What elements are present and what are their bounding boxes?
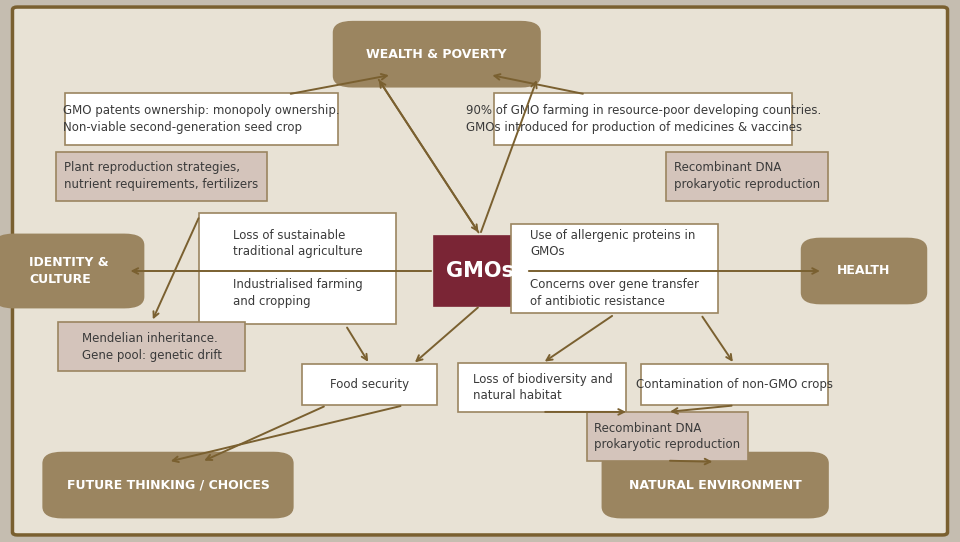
Text: Loss of sustainable
traditional agriculture

Industrialised farming
and cropping: Loss of sustainable traditional agricult… [232,229,363,308]
Text: Plant reproduction strategies,
nutrient requirements, fertilizers: Plant reproduction strategies, nutrient … [64,162,258,191]
Text: NATURAL ENVIRONMENT: NATURAL ENVIRONMENT [629,479,802,492]
Text: WEALTH & POVERTY: WEALTH & POVERTY [367,48,507,61]
FancyBboxPatch shape [802,238,926,304]
Text: Food security: Food security [330,378,409,391]
Text: Mendelian inheritance.
Gene pool: genetic drift: Mendelian inheritance. Gene pool: geneti… [82,332,222,362]
Text: IDENTITY &
CULTURE: IDENTITY & CULTURE [30,256,108,286]
FancyBboxPatch shape [200,212,396,324]
FancyBboxPatch shape [494,93,792,145]
Text: Recombinant DNA
prokaryotic reproduction: Recombinant DNA prokaryotic reproduction [594,422,740,451]
Text: 90% of GMO farming in resource-poor developing countries.
GMOs introduced for pr: 90% of GMO farming in resource-poor deve… [466,105,821,134]
FancyBboxPatch shape [0,235,143,308]
FancyBboxPatch shape [511,223,717,313]
Text: Loss of biodiversity and
natural habitat: Loss of biodiversity and natural habitat [472,373,612,402]
Text: Contamination of non-GMO crops: Contamination of non-GMO crops [636,378,833,391]
FancyBboxPatch shape [434,236,526,306]
Text: GMOs: GMOs [446,261,514,281]
Text: HEALTH: HEALTH [837,264,891,278]
FancyBboxPatch shape [603,453,828,518]
FancyBboxPatch shape [587,412,748,461]
FancyBboxPatch shape [666,152,828,201]
FancyBboxPatch shape [302,365,437,405]
FancyBboxPatch shape [458,363,626,412]
FancyBboxPatch shape [58,322,246,371]
FancyBboxPatch shape [641,365,828,405]
FancyBboxPatch shape [65,93,338,145]
FancyBboxPatch shape [43,453,293,518]
Text: FUTURE THINKING / CHOICES: FUTURE THINKING / CHOICES [66,479,270,492]
FancyBboxPatch shape [56,152,267,201]
Text: Use of allergenic proteins in
GMOs

Concerns over gene transfer
of antibiotic re: Use of allergenic proteins in GMOs Conce… [530,229,699,308]
FancyBboxPatch shape [12,7,948,535]
FancyBboxPatch shape [334,22,540,87]
Text: GMO patents ownership: monopoly ownership.
Non-viable second-generation seed cro: GMO patents ownership: monopoly ownershi… [63,105,340,134]
Text: Recombinant DNA
prokaryotic reproduction: Recombinant DNA prokaryotic reproduction [674,162,820,191]
